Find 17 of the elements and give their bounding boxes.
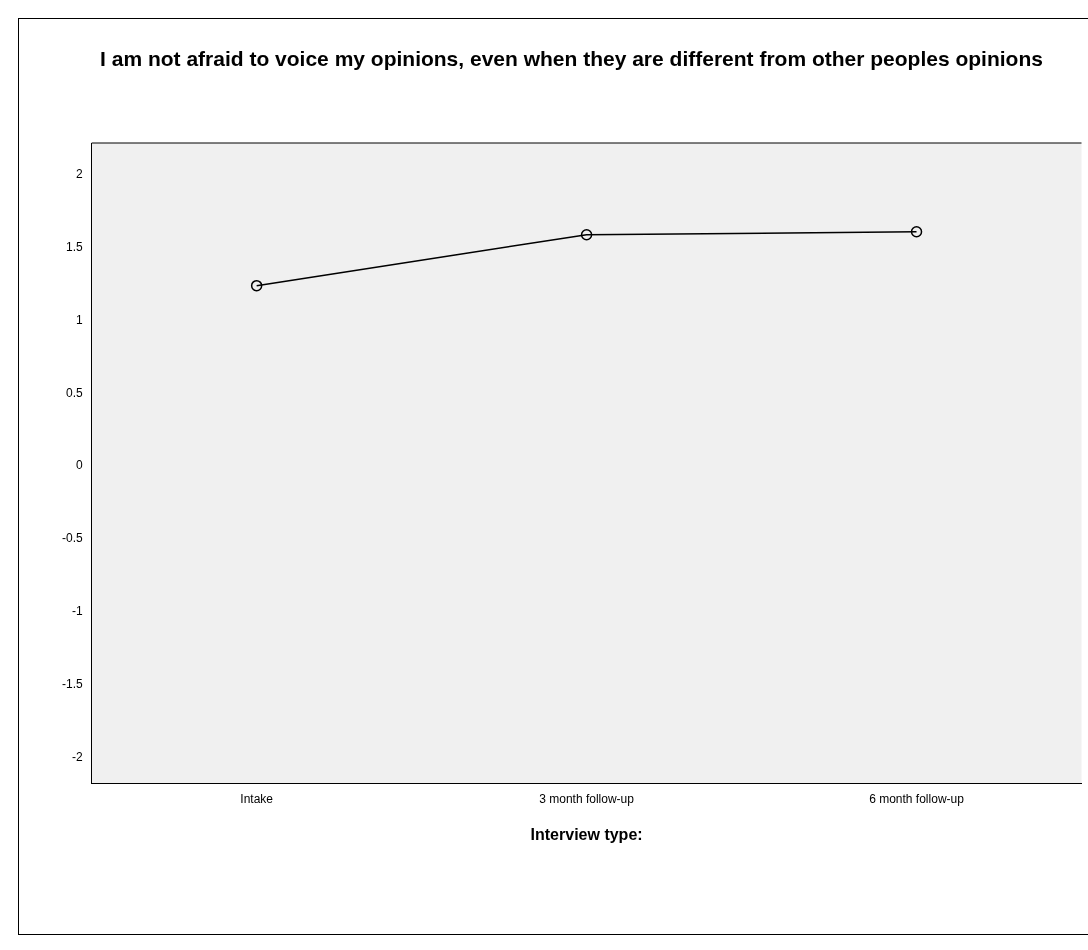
y-tick-label: 1.5 <box>65 240 83 255</box>
chart-title: I am not afraid to voice my opinions, even when they are different from other peoples opinions <box>99 47 1044 70</box>
point <box>910 226 923 238</box>
x-axis-title: Interview type: <box>530 825 643 843</box>
point <box>250 279 263 292</box>
x-tick-label: 6 month follow-up <box>869 791 965 806</box>
y-tick-label: 1 <box>75 312 83 327</box>
y-tick-label: -1.5 <box>61 676 83 691</box>
x-tick-label: 3 month follow-up <box>539 791 635 806</box>
y-tick-label: -1 <box>72 603 83 618</box>
y-tick-label: 0 <box>75 458 83 473</box>
y-tick-label: 2 <box>75 167 83 182</box>
point <box>580 228 593 241</box>
x-tick-label: Intake <box>240 791 274 806</box>
y-tick-label: 0.5 <box>65 385 83 400</box>
y-tick-label: -0.5 <box>61 531 83 546</box>
y-tick-label: -2 <box>72 749 83 764</box>
